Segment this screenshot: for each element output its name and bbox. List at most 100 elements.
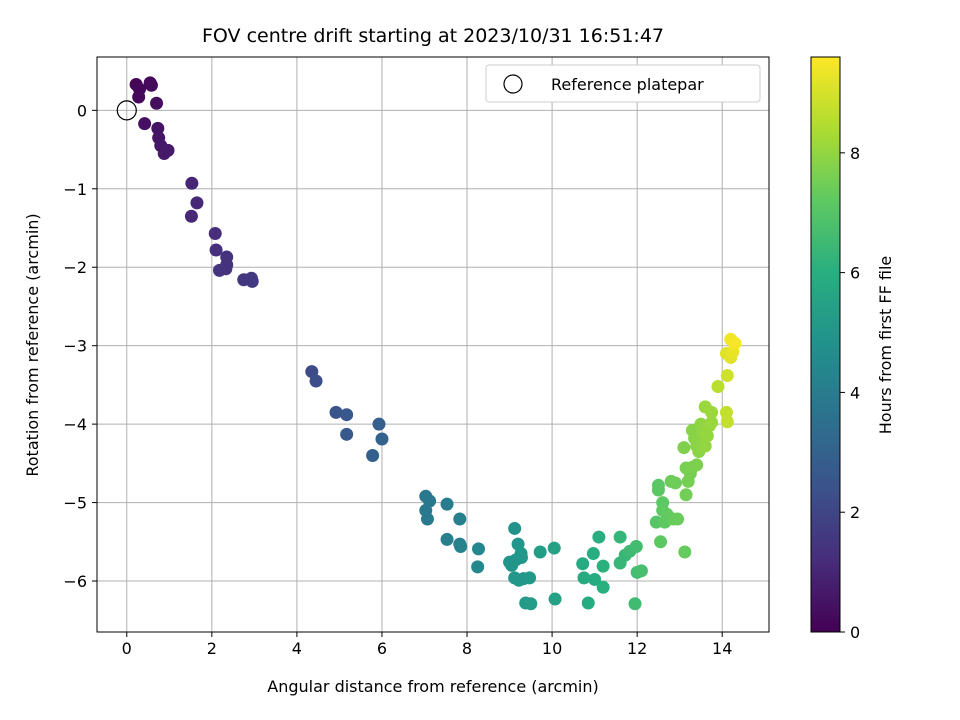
x-axis-ticks: 0 2 4 6 8 10 12 14 bbox=[122, 632, 732, 658]
data-point bbox=[668, 476, 682, 490]
data-point bbox=[454, 539, 468, 553]
colorbar-tick-label: 6 bbox=[850, 264, 860, 283]
data-point bbox=[719, 405, 733, 419]
data-point bbox=[138, 117, 152, 131]
y-tick-label: −1 bbox=[63, 180, 87, 199]
data-point bbox=[677, 441, 691, 455]
data-point bbox=[340, 427, 354, 441]
data-point bbox=[613, 556, 627, 570]
reference-platepar-marker bbox=[116, 100, 137, 121]
colorbar-label: Hours from first FF file bbox=[876, 256, 895, 435]
data-point bbox=[596, 559, 610, 573]
colorbar-tick-label: 0 bbox=[850, 623, 860, 642]
reference-marker-group bbox=[116, 100, 137, 121]
data-point bbox=[698, 439, 712, 453]
y-tick-label: −4 bbox=[63, 415, 87, 434]
x-tick-label: 0 bbox=[122, 639, 132, 658]
scatter-points bbox=[129, 76, 742, 611]
data-point bbox=[671, 512, 685, 526]
data-point bbox=[471, 560, 485, 574]
data-point bbox=[613, 530, 627, 544]
data-point bbox=[185, 176, 199, 190]
colorbar-tick-label: 8 bbox=[850, 144, 860, 163]
data-point bbox=[705, 416, 719, 430]
data-point bbox=[184, 209, 198, 223]
data-point bbox=[208, 227, 222, 241]
data-point bbox=[329, 405, 343, 419]
data-point bbox=[366, 448, 380, 462]
data-point bbox=[720, 368, 734, 382]
data-point bbox=[581, 596, 595, 610]
y-tick-label: −5 bbox=[63, 494, 87, 513]
x-tick-label: 12 bbox=[627, 639, 647, 658]
grid bbox=[97, 57, 769, 632]
legend-reference-marker bbox=[503, 74, 523, 94]
data-point bbox=[524, 597, 538, 611]
data-point bbox=[309, 374, 323, 388]
chart-title: FOV centre drift starting at 2023/10/31 … bbox=[202, 25, 664, 47]
legend: Reference platepar bbox=[485, 64, 761, 103]
data-point bbox=[634, 564, 648, 578]
data-point bbox=[245, 274, 259, 288]
data-point bbox=[547, 541, 561, 555]
data-point bbox=[654, 535, 668, 549]
data-point bbox=[651, 483, 665, 497]
data-point bbox=[440, 532, 454, 546]
data-point bbox=[150, 96, 164, 110]
data-point bbox=[212, 263, 226, 277]
data-point bbox=[157, 146, 171, 160]
data-point bbox=[151, 121, 165, 135]
y-tick-label: −3 bbox=[63, 337, 87, 356]
plot-frame bbox=[96, 56, 770, 633]
data-point bbox=[592, 530, 606, 544]
data-point bbox=[720, 415, 734, 429]
data-point bbox=[375, 432, 389, 446]
data-point bbox=[711, 379, 725, 393]
legend-box bbox=[485, 64, 761, 103]
data-point bbox=[512, 573, 526, 587]
data-point bbox=[440, 497, 454, 511]
colorbar-tick-label: 4 bbox=[850, 383, 860, 402]
data-point bbox=[209, 243, 223, 257]
data-point bbox=[190, 196, 204, 210]
data-point bbox=[705, 405, 719, 419]
y-tick-label: 0 bbox=[77, 101, 87, 120]
y-tick-label: −6 bbox=[63, 572, 87, 591]
data-point bbox=[586, 547, 600, 561]
data-point bbox=[533, 545, 547, 559]
data-point bbox=[700, 429, 714, 443]
x-tick-label: 4 bbox=[292, 639, 302, 658]
colorbar bbox=[810, 56, 841, 633]
data-point bbox=[576, 557, 590, 571]
data-point bbox=[340, 408, 354, 422]
y-axis-label: Rotation from reference (arcmin) bbox=[23, 213, 42, 476]
x-tick-label: 10 bbox=[542, 639, 562, 658]
data-point bbox=[548, 592, 562, 606]
x-tick-label: 2 bbox=[207, 639, 217, 658]
data-point bbox=[508, 521, 522, 535]
data-point bbox=[509, 553, 523, 567]
data-point bbox=[472, 542, 486, 556]
y-tick-label: −2 bbox=[63, 258, 87, 277]
data-point bbox=[679, 488, 693, 502]
data-point bbox=[577, 571, 591, 585]
colorbar-tick-label: 2 bbox=[850, 503, 860, 522]
y-axis-ticks: 0 −1 −2 −3 −4 −5 −6 bbox=[63, 101, 97, 591]
data-point bbox=[678, 545, 692, 559]
data-point bbox=[596, 580, 610, 594]
x-tick-label: 8 bbox=[462, 639, 472, 658]
x-tick-label: 6 bbox=[377, 639, 387, 658]
data-point bbox=[372, 417, 386, 431]
data-point bbox=[523, 571, 537, 585]
data-point bbox=[132, 90, 146, 104]
x-axis-label: Angular distance from reference (arcmin) bbox=[267, 677, 598, 696]
colorbar-ticks: 0 2 4 6 8 bbox=[840, 144, 860, 642]
x-tick-label: 14 bbox=[712, 639, 732, 658]
data-point bbox=[420, 512, 434, 526]
data-point bbox=[629, 539, 643, 553]
data-point bbox=[628, 597, 642, 611]
data-point bbox=[728, 336, 742, 350]
data-point bbox=[588, 572, 602, 586]
data-point bbox=[144, 78, 158, 92]
